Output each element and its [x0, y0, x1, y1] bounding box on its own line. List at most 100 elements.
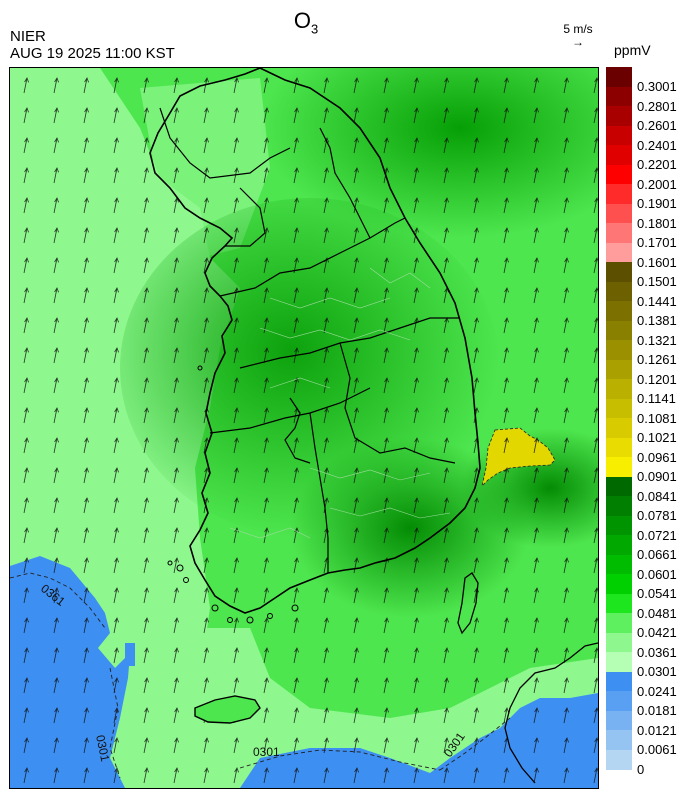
- province-boundary: [309, 412, 329, 573]
- legend-tick-label: 0.1201: [637, 371, 677, 387]
- legend-swatch: [606, 184, 632, 204]
- legend-tick-label: 0.2201: [637, 157, 677, 172]
- legend-tick-label: 0.2401: [637, 137, 677, 153]
- legend-swatch: [606, 106, 632, 126]
- district-boundaries: [229, 267, 451, 539]
- jeju-island: [194, 695, 261, 724]
- legend-swatch: [606, 145, 632, 165]
- legend-tick-label: 0.0781: [637, 508, 677, 523]
- legend-tick-label: 0.2601: [637, 118, 677, 133]
- legend-tick-label: 0.2001: [637, 176, 677, 192]
- contour-line-0301-south: [239, 749, 441, 771]
- province-boundary: [219, 217, 406, 297]
- legend-swatch: [606, 730, 632, 750]
- contour-label-0301-west: 0301: [93, 734, 112, 763]
- title-subscript: 3: [310, 21, 319, 37]
- province-boundary: [239, 317, 460, 369]
- province-boundary: [209, 387, 371, 434]
- legend-tick-label: 0.0361: [637, 644, 677, 660]
- legend-swatch: [606, 398, 632, 419]
- wind-reference-label: 5 m/s: [563, 22, 593, 36]
- legend-swatch: [606, 242, 632, 263]
- wind-vector-field: [10, 68, 598, 788]
- legend-tick-label: 0.0661: [637, 547, 677, 562]
- legend-swatch: [606, 749, 632, 770]
- legend-tick-label: 0.0421: [637, 625, 677, 640]
- legend-tick-label: 0.1321: [637, 332, 677, 348]
- map-title: O3: [0, 8, 612, 36]
- contour-line-0301-east: [439, 717, 511, 771]
- legend-swatch: [606, 496, 632, 516]
- wind-reference-arrow-icon: →: [572, 35, 584, 49]
- legend-tick-label: 0.1081: [637, 410, 677, 426]
- kyushu-coastline: [504, 642, 598, 784]
- legend-swatch: [606, 379, 632, 399]
- legend-swatch: [606, 86, 632, 107]
- legend-swatch: [606, 262, 632, 282]
- tsushima-island: [457, 572, 479, 635]
- legend-tick-label: 0.0901: [637, 469, 677, 484]
- legend-tick-label: 0.0121: [637, 722, 677, 738]
- legend-swatch: [606, 652, 632, 672]
- legend-tick-label: 0.0301: [637, 664, 677, 679]
- legend-swatch: [606, 554, 632, 575]
- legend-tick-label: 0.1701: [637, 235, 677, 250]
- legend-tick-label: 0.0721: [637, 527, 677, 543]
- forecast-timestamp: AUG 19 2025 11:00 KST: [10, 45, 175, 62]
- legend-swatch: [606, 418, 632, 438]
- legend-tick-label: 0.1261: [637, 352, 677, 367]
- legend-swatch: [606, 223, 632, 243]
- legend-swatch: [606, 476, 632, 497]
- legend-tick-label: 0.1441: [637, 293, 677, 309]
- legend-tick-label: 0.1381: [637, 313, 677, 328]
- legend-swatch: [606, 613, 632, 633]
- legend-swatch: [606, 125, 632, 146]
- legend-tick-label: 0.0961: [637, 449, 677, 465]
- legend-swatch: [606, 301, 632, 321]
- legend-tick-label: 0.1501: [637, 274, 677, 289]
- province-boundary: [319, 127, 371, 239]
- legend-tick-label: 0.0181: [637, 703, 677, 718]
- legend-tick-label: 0.0481: [637, 605, 677, 621]
- legend-swatch: [606, 671, 632, 692]
- province-boundary: [284, 397, 311, 464]
- contour-line-0361: [10, 572, 106, 629]
- legend-swatch: [606, 515, 632, 536]
- korean-peninsula-coastline: [149, 68, 481, 614]
- legend-swatch: [606, 67, 632, 87]
- agency-label: NIER: [10, 28, 46, 45]
- west-coast-islands: [167, 365, 299, 624]
- legend-tick-label: 0.0841: [637, 488, 677, 504]
- legend-tick-label: 0.1601: [637, 254, 677, 270]
- legend-tick-label: 0.0061: [637, 742, 677, 757]
- legend-tick-label: 0.0601: [637, 566, 677, 582]
- ozone-map: 0361 0301 0301 0301: [9, 67, 599, 789]
- legend-swatch: [606, 632, 632, 653]
- legend-swatch: [606, 281, 632, 302]
- legend-swatch: [606, 457, 632, 477]
- legend-tick-label: 0.0241: [637, 683, 677, 699]
- province-boundary: [339, 342, 456, 464]
- legend-tick-label: 0.1141: [637, 391, 676, 406]
- wind-reference-vector: 5 m/s →: [556, 22, 600, 48]
- legend-tick-label: 0.0541: [637, 586, 677, 601]
- legend-swatch: [606, 164, 632, 185]
- legend-tick-label: 0.1021: [637, 430, 677, 445]
- legend-tick-label: 0.2801: [637, 98, 677, 114]
- legend-swatch: [606, 359, 632, 380]
- legend-swatch: [606, 710, 632, 731]
- contour-label-0301-south: 0301: [253, 745, 280, 759]
- province-boundary: [159, 107, 291, 179]
- legend-tick-label: 0.1901: [637, 196, 677, 211]
- title-species: O: [293, 8, 311, 33]
- legend-tick-label: 0: [637, 761, 645, 777]
- legend-swatch: [606, 691, 632, 711]
- legend-swatch: [606, 593, 632, 614]
- legend-swatch: [606, 320, 632, 341]
- legend-tick-label: 0.3001: [637, 79, 677, 94]
- ozone-map-canvas: 0361 0301 0301 0301: [10, 68, 598, 788]
- legend-swatch: [606, 340, 632, 360]
- legend-swatch: [606, 574, 632, 594]
- legend-unit: ppmV: [614, 42, 651, 58]
- province-boundary: [225, 187, 266, 247]
